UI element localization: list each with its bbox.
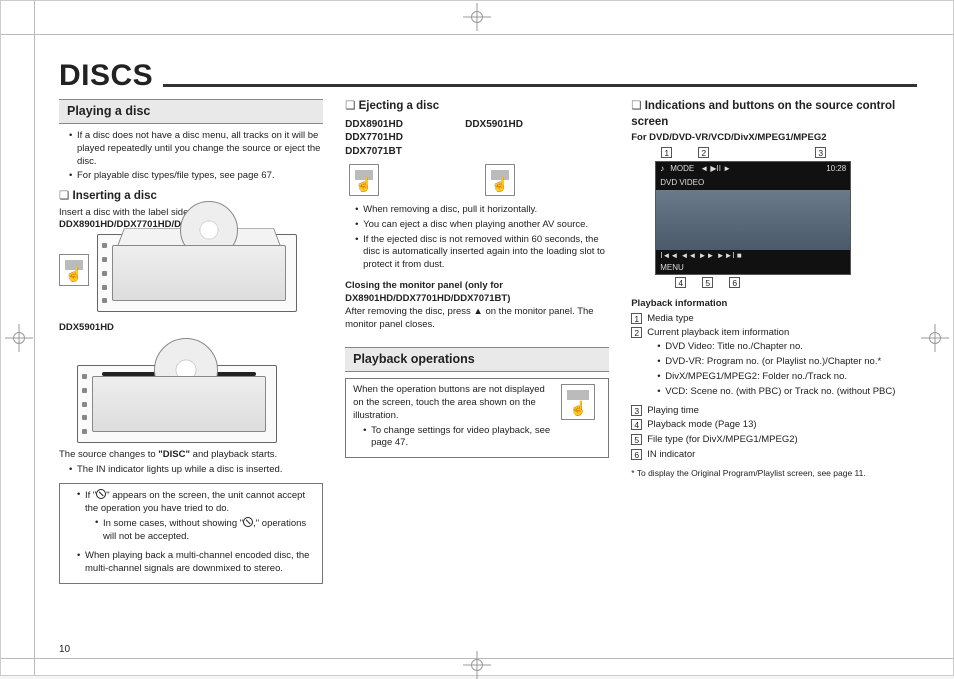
heading-ejecting-a-disc: Ejecting a disc	[345, 99, 609, 115]
playback-info-list: 1Media type 2Current playback item infor…	[631, 313, 917, 462]
device-illustration-slot	[77, 365, 277, 443]
source-screen-illustration: ♪MODE ◄ ▶II ► 10:28 DVD VIDEO I◄◄ ◄◄ ►► …	[655, 161, 851, 275]
eject-models: DDX8901HDDDX5901HD DDX7701HD DDX7071BT	[345, 118, 609, 159]
callout-number: 1	[661, 147, 672, 158]
list-item: When removing a disc, pull it horizontal…	[355, 204, 609, 217]
eject-icons-row	[349, 164, 609, 196]
for-line: For DVD/DVD-VR/VCD/DivX/MPEG1/MPEG2	[631, 132, 917, 145]
list-item: If a disc does not have a disc menu, all…	[69, 130, 323, 168]
callout-number: 6	[729, 277, 740, 288]
device-illustration-tray	[97, 234, 297, 312]
heading-indications: Indications and buttons on the source co…	[631, 99, 917, 130]
list-item: To change settings for video playback, s…	[363, 425, 553, 451]
callout-number: 5	[702, 277, 713, 288]
eject-button-icon	[59, 254, 89, 286]
key-item: 5File type (for DivX/MPEG1/MPEG2)	[631, 434, 917, 447]
playback-info-heading: Playback information	[631, 298, 917, 311]
column-1: Playing a disc If a disc does not have a…	[59, 99, 323, 584]
source-change-text: The source changes to "DISC" and playbac…	[59, 449, 323, 462]
key-item: 3Playing time	[631, 405, 917, 418]
key-item: 4Playback mode (Page 13)	[631, 419, 917, 432]
column-2: Ejecting a disc DDX8901HDDDX5901HD DDX77…	[345, 99, 609, 584]
trim-line	[1, 34, 953, 35]
playback-ops-box: When the operation buttons are not displ…	[345, 378, 609, 458]
prohibit-icon	[96, 489, 106, 499]
columns: Playing a disc If a disc does not have a…	[59, 99, 917, 584]
key-item: 2Current playback item information DVD V…	[631, 327, 917, 398]
key-item: 6IN indicator	[631, 449, 917, 462]
eject-button-icon	[485, 164, 515, 196]
title-rule	[163, 84, 917, 87]
callout-number: 4	[675, 277, 686, 288]
list-item: DVD Video: Title no./Chapter no.	[657, 341, 917, 354]
callout-number: 3	[815, 147, 826, 158]
list-item: You can eject a disc when playing anothe…	[355, 219, 609, 232]
heading-inserting-a-disc: Inserting a disc	[59, 189, 323, 205]
heading-playback-operations: Playback operations	[345, 347, 609, 372]
eject-bullets: When removing a disc, pull it horizontal…	[345, 204, 609, 272]
key-item: 1Media type	[631, 313, 917, 326]
trim-line	[34, 1, 35, 675]
list-item: DVD-VR: Program no. (or Playlist no.)/Ch…	[657, 356, 917, 369]
playback-box-text: When the operation buttons are not displ…	[353, 384, 553, 422]
footnote: * To display the Original Program/Playli…	[631, 468, 917, 479]
touch-area-icon	[561, 384, 595, 420]
callouts-top: 1 2 3	[661, 147, 917, 158]
registration-mark	[5, 324, 33, 352]
prohibit-icon	[243, 517, 253, 527]
callout-number: 2	[698, 147, 709, 158]
heading-playing-a-disc: Playing a disc	[59, 99, 323, 124]
warning-box: If "" appears on the screen, the unit ca…	[59, 483, 323, 584]
callouts-bottom: 4 5 6	[675, 277, 917, 288]
list-item: In some cases, without showing "," opera…	[95, 517, 315, 544]
registration-mark	[463, 651, 491, 679]
list-item: The IN indicator lights up while a disc …	[69, 464, 323, 477]
page-number: 10	[59, 644, 70, 655]
list-item: If the ejected disc is not removed withi…	[355, 234, 609, 272]
registration-mark	[921, 324, 949, 352]
list-item: When playing back a multi-channel encode…	[77, 550, 315, 576]
list-item: VCD: Scene no. (with PBC) or Track no. (…	[657, 386, 917, 399]
list-item: DivX/MPEG1/MPEG2: Folder no./Track no.	[657, 371, 917, 384]
list-item: If "" appears on the screen, the unit ca…	[77, 489, 315, 544]
column-3: Indications and buttons on the source co…	[631, 99, 917, 584]
eject-button-icon	[349, 164, 379, 196]
manual-page: DISCS Playing a disc If a disc does not …	[0, 0, 954, 676]
closing-panel-heading: Closing the monitor panel (only for DX89…	[345, 280, 609, 306]
in-indicator-bullet: The IN indicator lights up while a disc …	[59, 464, 323, 477]
registration-mark	[463, 3, 491, 31]
model-5901-label: DDX5901HD	[59, 322, 323, 335]
list-item: For playable disc types/file types, see …	[69, 170, 323, 183]
page-title: DISCS	[59, 59, 153, 93]
closing-panel-text: After removing the disc, press ▲ on the …	[345, 306, 609, 332]
title-row: DISCS	[59, 59, 917, 93]
playing-bullets: If a disc does not have a disc menu, all…	[59, 130, 323, 183]
